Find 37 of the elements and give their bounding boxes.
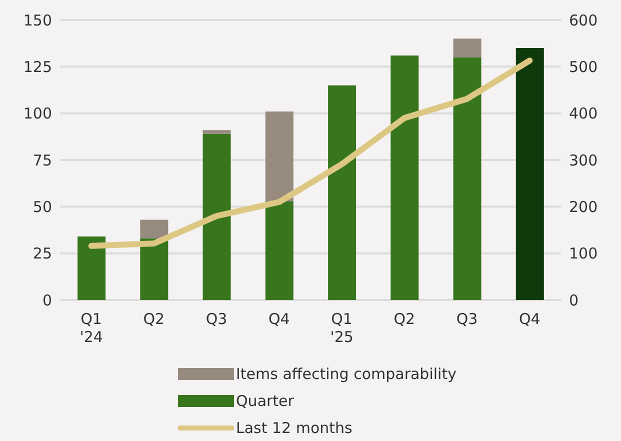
y-tick-label: 125: [23, 58, 52, 76]
y2-tick-label: 0: [569, 291, 579, 310]
x-tick-label: Q2: [394, 310, 416, 328]
bar: [265, 111, 294, 202]
bar: [453, 57, 482, 300]
x-tick-label: Q1 '24: [80, 310, 103, 346]
x-tick-label: Q1 '25: [330, 310, 354, 346]
x-tick-label: Q3: [456, 310, 478, 328]
y-tick-label: 25: [32, 244, 52, 263]
x-tick-label: Q4: [268, 310, 290, 328]
bar: [390, 55, 419, 300]
x-tick-label: Q2: [143, 310, 165, 328]
legend-label: Last 12 months: [236, 418, 352, 436]
x-tick-label: Q3: [206, 310, 228, 328]
y-tick-label: 150: [23, 11, 52, 30]
legend-label: Quarter: [236, 392, 294, 410]
bar: [202, 134, 231, 300]
x-tick-label: Q4: [519, 310, 540, 328]
y-tick-label: 100: [23, 104, 52, 123]
y2-tick-label: 300: [569, 151, 598, 170]
y2-tick-label: 400: [569, 104, 598, 123]
y2-tick-label: 200: [569, 198, 598, 216]
y-tick-label: 75: [32, 151, 52, 170]
y-tick-label: 50: [32, 198, 52, 216]
bar: [516, 48, 544, 300]
bar: [328, 85, 356, 300]
y2-tick-label: 500: [569, 58, 598, 76]
y2-tick-label: 100: [569, 244, 598, 263]
y-tick-label: 0: [42, 291, 52, 310]
bar: [453, 38, 482, 58]
bar: [78, 236, 106, 300]
legend-label: Items affecting comparability: [236, 364, 456, 382]
bar: [140, 220, 168, 238]
bar: [140, 238, 168, 300]
bar: [265, 201, 294, 300]
bar: [202, 130, 231, 134]
y2-tick-label: 600: [569, 11, 598, 30]
